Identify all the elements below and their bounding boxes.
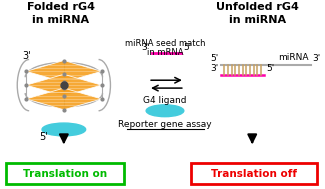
FancyBboxPatch shape	[191, 163, 317, 184]
Text: in mRNA: in mRNA	[147, 48, 183, 57]
Text: 3': 3'	[313, 54, 321, 64]
Text: 5': 5'	[40, 132, 48, 142]
Text: miRNA seed match: miRNA seed match	[125, 39, 205, 48]
Text: 5': 5'	[266, 64, 274, 73]
Text: Reporter gene assay: Reporter gene assay	[118, 120, 212, 129]
Text: Unfolded rG4
in miRNA: Unfolded rG4 in miRNA	[216, 2, 299, 25]
Text: 5': 5'	[183, 43, 191, 52]
Text: G4 ligand: G4 ligand	[143, 96, 187, 105]
Ellipse shape	[42, 123, 86, 136]
Polygon shape	[26, 74, 101, 96]
Text: Translation off: Translation off	[211, 169, 297, 179]
Text: 3': 3'	[22, 51, 31, 61]
FancyBboxPatch shape	[6, 163, 124, 184]
Ellipse shape	[146, 105, 184, 117]
Text: Folded rG4
in miRNA: Folded rG4 in miRNA	[27, 2, 95, 25]
Text: 5': 5'	[210, 54, 218, 64]
Text: 3': 3'	[141, 43, 149, 52]
Text: 3': 3'	[210, 64, 218, 73]
Text: Translation on: Translation on	[23, 169, 107, 179]
Polygon shape	[26, 88, 101, 110]
Polygon shape	[26, 60, 101, 82]
Text: miRNA: miRNA	[279, 53, 309, 63]
